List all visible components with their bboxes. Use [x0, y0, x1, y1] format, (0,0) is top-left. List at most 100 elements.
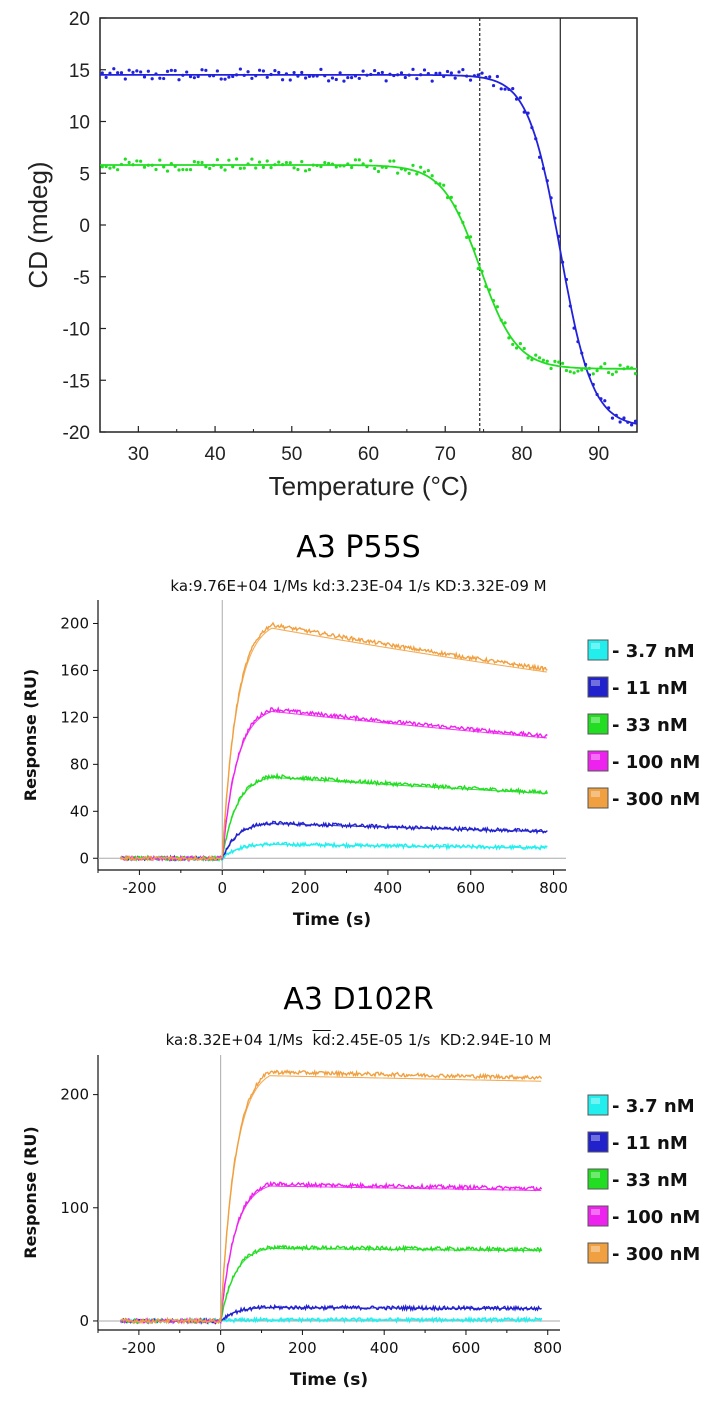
chart-1-series-1-point [303, 76, 308, 80]
chart-1-series-1-point [330, 76, 335, 80]
chart-1-series-2-point [534, 353, 538, 357]
chart-3-subtitle: ka:8.32E+04 1/Ms kd:2.45E-05 1/s KD:2.94… [0, 1031, 717, 1049]
chart-1-series-1-point [319, 67, 323, 72]
chart-1-series-1-point [327, 79, 331, 83]
chart-1-series-1-point [280, 78, 285, 82]
chart-3-y-tick-label: 0 [79, 1312, 89, 1330]
chart-3-legend-swatch-highlight [591, 1135, 600, 1141]
chart-1-series-2-point [108, 166, 112, 170]
chart-3-series-4-sensorgram [120, 1180, 543, 1325]
chart-1-series-1-point [630, 423, 634, 427]
chart-2-series-1-fit [221, 843, 547, 859]
chart-1-series-1-point [112, 67, 116, 71]
chart-1-series-2-point [288, 161, 292, 165]
chart-1-series-1-fit [100, 74, 638, 425]
chart-2-legend-swatch-1 [587, 639, 609, 661]
chart-1-series-1-point [100, 71, 104, 75]
chart-2-legend-swatch-highlight [591, 643, 600, 649]
chart-1-x-tick-label: 60 [358, 444, 379, 465]
chart-1-series-1-point [457, 70, 461, 74]
chart-2-y-tick-label: 40 [70, 802, 89, 820]
chart-3-x-tick-label: 600 [452, 1339, 481, 1357]
chart-3-title: A3 D102R [283, 982, 434, 1017]
chart-2-y-tick-label: 80 [70, 755, 89, 773]
chart-1-series-1-point [300, 70, 304, 75]
chart-1-series-2-point [127, 160, 131, 165]
chart-1-series-2-point [154, 167, 158, 172]
chart-1-y-tick-label: 15 [69, 61, 90, 82]
chart-2-series-4-fit [221, 710, 547, 859]
chart-2-legend-swatch-highlight [591, 680, 600, 686]
chart-1-series-1-point [334, 77, 338, 82]
chart-1-x-axis-label: Temperature (°C) [269, 471, 469, 501]
chart-1-series-1-point [610, 416, 615, 420]
chart-1-series-1-point [495, 74, 499, 79]
chart-1-y-tick-label: 10 [69, 113, 90, 134]
chart-1-series-2-point [549, 366, 553, 371]
chart-1-series-2-point [254, 166, 258, 170]
chart-3-series-5-sensorgram [120, 1069, 543, 1325]
chart-1-series-2-point [411, 163, 415, 167]
chart-2-series-5-fit [221, 627, 547, 859]
chart-1-series-2-point [426, 169, 430, 173]
chart-1-series-2-point [537, 356, 542, 360]
chart-1-series-2-point [196, 160, 200, 164]
chart-1-series-2-point [560, 361, 565, 365]
chart-1-series-1-point [158, 76, 162, 80]
chart-1-series-1-point [119, 71, 124, 75]
chart-1-series-2-point [135, 159, 139, 163]
chart-1-series-2-point [369, 159, 373, 163]
chart-1-series-2-point [139, 159, 143, 163]
chart-1-series-1-point [503, 87, 507, 91]
chart-1-series-2-point [607, 370, 611, 375]
chart-1-series-2-point [269, 166, 273, 170]
chart-1-series-1-point [173, 69, 177, 73]
chart-1-series-2-point [614, 370, 618, 374]
chart-1-series-1-point [139, 70, 143, 74]
chart-1-series-2-point [177, 168, 181, 172]
chart-2-x-tick-label: -200 [122, 879, 156, 897]
chart-3-legend-swatch-highlight [591, 1172, 600, 1178]
chart-1-series-1-point [146, 69, 150, 73]
chart-3-series-2-fit [220, 1307, 542, 1322]
chart-2-x-tick-label: 800 [539, 879, 568, 897]
chart-1-series-1-point [104, 75, 108, 79]
chart-2-legend-swatch-5 [587, 787, 609, 809]
chart-1-series-2-point [165, 169, 170, 173]
chart-1-series-2-point [181, 167, 185, 172]
chart-1-series-1-point [142, 75, 147, 79]
chart-1-series-2-point [603, 361, 607, 366]
chart-1-series-2-point [518, 342, 522, 346]
chart-2-y-axis-label: Response (RU) [21, 669, 40, 801]
chart-2-x-tick-label: 400 [374, 879, 403, 897]
chart-1-series-2-point [503, 321, 507, 325]
chart-1-series-1-point [399, 71, 404, 75]
chart-2-legend-label-5: - 300 nM [612, 789, 700, 810]
chart-1-series-1-point [622, 416, 626, 420]
chart-1-series-2-point [557, 360, 561, 364]
chart-1-series-1-point [633, 419, 638, 423]
chart-1-series-1-point [127, 68, 131, 72]
chart-1-x-tick-label: 30 [128, 444, 149, 465]
chart-1-series-1-point [223, 77, 227, 81]
chart-1-x-tick-label: 40 [205, 444, 226, 465]
chart-3-kd-value: :2.45E-05 1/s [330, 1031, 431, 1049]
chart-3-kd-symbol: kd [312, 1031, 331, 1049]
chart-1-series-1-point [123, 77, 127, 81]
chart-1-series-1-point [461, 68, 465, 72]
chart-1-series-1-point [488, 75, 492, 79]
chart-3-legend-swatch-highlight [591, 1098, 600, 1104]
chart-1-series-2-point [350, 165, 354, 170]
chart-3-x-tick-label: 0 [216, 1339, 226, 1357]
chart-1-series-2-point [422, 170, 427, 174]
chart-1-series-2-fit [100, 164, 637, 370]
chart-2-y-tick-label: 0 [79, 849, 89, 867]
chart-1-x-tick-label: 80 [511, 444, 532, 465]
chart-1-series-2-point [495, 305, 499, 309]
chart-1-series-2-point [200, 160, 204, 165]
chart-1-series-1-point [261, 69, 266, 73]
chart-1-series-2-point [353, 158, 358, 162]
chart-2-series-3-fit [221, 776, 547, 859]
chart-1-series-2-point [545, 359, 549, 363]
chart-2-legend-swatch-4 [587, 750, 609, 772]
